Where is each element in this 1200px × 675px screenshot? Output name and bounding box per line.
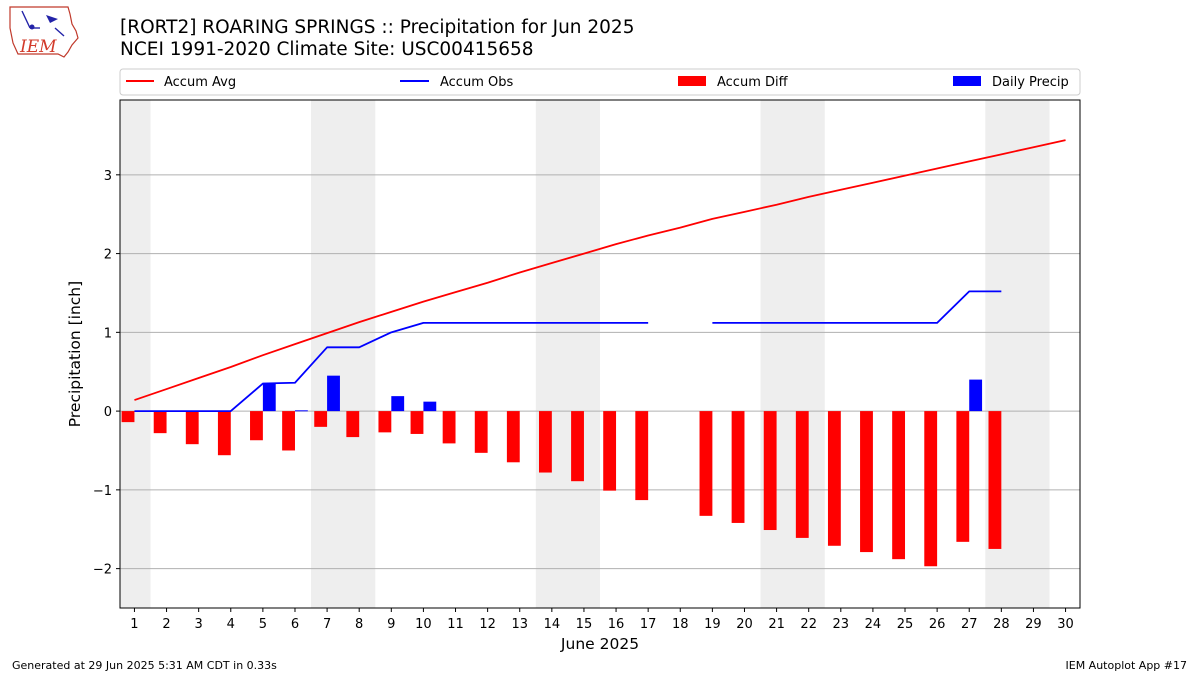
accum-diff-bar — [538, 411, 552, 473]
lines — [134, 139, 1066, 413]
accum-diff-bar — [474, 411, 488, 453]
accum-obs-line — [134, 321, 649, 413]
accum-diff-bar — [185, 411, 199, 445]
accum-diff-bar — [314, 411, 328, 427]
legend-avg-label: Accum Avg — [164, 75, 236, 90]
x-tick-label: 24 — [865, 617, 882, 632]
accum-diff-bar — [410, 411, 424, 434]
accum-diff-bar — [506, 411, 520, 463]
y-tick-label: −1 — [93, 484, 112, 499]
x-tick-label: 21 — [768, 617, 785, 632]
daily-precip-bar — [969, 379, 983, 412]
x-tick-label: 25 — [897, 617, 914, 632]
accum-diff-bar — [250, 411, 263, 441]
legend-daily-label: Daily Precip — [992, 75, 1069, 90]
daily-precip-bar — [423, 401, 437, 412]
x-tick-label: 14 — [544, 617, 561, 632]
x-tick-label: 7 — [323, 617, 331, 632]
accum-diff-bar — [892, 411, 906, 560]
accum-diff-bar — [282, 411, 295, 451]
x-tick-label: 11 — [447, 617, 464, 632]
x-tick-label: 26 — [929, 617, 946, 632]
legend-box — [119, 68, 1081, 96]
y-tick-label: 3 — [104, 169, 112, 184]
accum-diff-bar — [827, 411, 841, 546]
x-tick-label: 6 — [291, 617, 299, 632]
accum-diff-bar — [346, 411, 360, 438]
legend-daily-swatch — [953, 76, 981, 86]
accum-diff-bar — [378, 411, 392, 433]
daily-precip-bar — [327, 375, 340, 412]
accum-diff-bar — [571, 411, 584, 482]
x-tick-label: 12 — [479, 617, 496, 632]
x-tick-label: 20 — [736, 617, 753, 632]
legend-diff-label: Accum Diff — [717, 75, 789, 90]
accum-avg-line — [134, 139, 1066, 401]
legend-diff-swatch — [678, 76, 706, 86]
y-gridlines — [120, 174, 1080, 570]
x-tick-label: 10 — [415, 617, 432, 632]
accum-diff-bar — [860, 411, 873, 553]
x-tick-label: 8 — [355, 617, 363, 632]
iem-logo-text: IEM — [19, 37, 57, 57]
weekend-shade — [120, 100, 151, 608]
y-tick-label: 1 — [104, 326, 112, 341]
x-tick-label: 18 — [672, 617, 689, 632]
daily-precip-bar — [262, 383, 276, 412]
accum-diff-bar — [217, 411, 231, 456]
accum-diff-bar — [795, 411, 809, 538]
y-axis-ticks: −2 −1 0 1 2 3 — [93, 169, 120, 578]
x-axis-ticks: 1 2 3 4 5 6 7 8 9 10 11 12 13 14 15 16 17 18 19 20 21 22 23 24 2… — [130, 608, 1074, 632]
y-tick-label: −2 — [93, 563, 112, 578]
daily-precip-bar — [391, 396, 405, 412]
accum-diff-bar — [988, 411, 1002, 549]
y-tick-label: 2 — [104, 248, 112, 263]
accum-diff-bar — [153, 411, 167, 434]
weekend-shade — [535, 100, 600, 608]
weekend-shade — [760, 100, 825, 608]
accum-diff-bar — [121, 411, 135, 423]
generated-timestamp: Generated at 29 Jun 2025 5:31 AM CDT in … — [12, 659, 277, 672]
x-tick-label: 23 — [833, 617, 850, 632]
x-tick-label: 3 — [195, 617, 203, 632]
x-tick-label: 17 — [640, 617, 657, 632]
accum-diff-bar — [442, 411, 456, 444]
x-tick-label: 5 — [259, 617, 267, 632]
accum-obs-line — [712, 290, 1002, 324]
x-axis-label: June 2025 — [560, 635, 639, 653]
bars — [121, 375, 1002, 567]
accum-diff-bar — [956, 411, 970, 542]
app-label: IEM Autoplot App #17 — [1065, 659, 1188, 672]
accum-diff-bar — [763, 411, 777, 531]
x-tick-label: 15 — [576, 617, 593, 632]
x-tick-label: 22 — [800, 617, 817, 632]
x-tick-label: 1 — [130, 617, 138, 632]
chart-title: [RORT2] ROARING SPRINGS :: Precipitation… — [120, 17, 635, 38]
x-tick-label: 28 — [993, 617, 1010, 632]
x-tick-label: 9 — [387, 617, 395, 632]
accum-diff-bar — [603, 411, 617, 491]
x-tick-label: 19 — [704, 617, 721, 632]
legend-obs-label: Accum Obs — [440, 75, 513, 90]
x-tick-label: 13 — [511, 617, 528, 632]
accum-diff-bar — [731, 411, 745, 523]
daily-precip-bar — [294, 410, 308, 412]
x-tick-label: 30 — [1057, 617, 1074, 632]
y-axis-label: Precipitation [inch] — [66, 281, 84, 427]
x-tick-label: 16 — [608, 617, 625, 632]
accum-diff-bar — [924, 411, 938, 567]
x-tick-label: 29 — [1025, 617, 1042, 632]
accum-diff-bar — [699, 411, 713, 516]
plot-frame — [119, 99, 1081, 609]
iem-logo: IEM — [9, 6, 79, 58]
x-tick-label: 4 — [227, 617, 235, 632]
weekend-shading — [120, 100, 1050, 608]
chart-subtitle: NCEI 1991-2020 Climate Site: USC00415658 — [120, 39, 534, 60]
x-tick-label: 27 — [961, 617, 978, 632]
accum-diff-bar — [635, 411, 649, 501]
x-tick-label: 2 — [162, 617, 170, 632]
legend: Accum Avg Accum Obs Accum Diff Daily Pre… — [119, 68, 1081, 96]
y-tick-label: 0 — [104, 405, 112, 420]
